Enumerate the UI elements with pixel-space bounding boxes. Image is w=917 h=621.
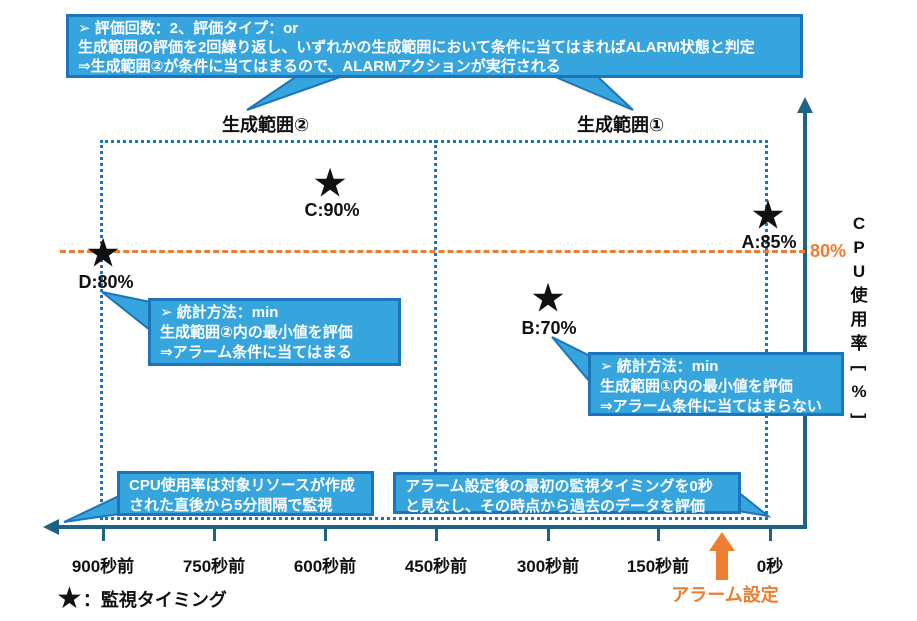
star-point-d: ★ [85, 231, 121, 276]
alarm-set-arrow-icon [709, 532, 735, 551]
point-d-label: D:80% [78, 272, 134, 292]
evaluation-summary-line2: 生成範囲の評価を2回繰り返し、いずれかの生成範囲において条件に当てはまればALA… [78, 39, 755, 56]
x-tick [102, 527, 105, 541]
min-stat-range1-callout: ➢ 統計方法：min 生成範囲①内の最小値を評価 ⇒アラーム条件に当てはまらない [588, 352, 844, 416]
alarm-timing-callout-tail [737, 489, 772, 518]
y-axis-char: C [852, 214, 866, 233]
alarm-timing-line2: と見なし、その時点から過去のデータを評価 [405, 498, 706, 515]
point-c-label: C:90% [304, 200, 360, 220]
x-tick [769, 527, 772, 541]
threshold-line-80pct [60, 250, 805, 253]
star-point-c: ★ [312, 161, 348, 206]
x-tick-label-0: 0秒 [756, 557, 784, 576]
y-axis-char: P [853, 238, 865, 257]
legend-label: ：監視タイミング [82, 590, 227, 610]
y-axis-arrow-icon [797, 97, 813, 113]
star-point-a: ★ [750, 193, 786, 238]
x-tick-label-150: 150秒前 [626, 557, 690, 576]
cpu-monitoring-callout: CPU使用率は対象リソースが作成 された直後から5分間隔で監視 [117, 471, 374, 516]
evaluation-range-divider [434, 140, 437, 520]
cpu-callout-tail [63, 494, 120, 523]
x-tick-label-300: 300秒前 [516, 557, 580, 576]
y-axis-char: 用 [850, 310, 868, 329]
threshold-label: 80% [810, 241, 847, 261]
y-axis-char: 率 [850, 334, 868, 353]
x-axis-arrow-icon [43, 519, 59, 535]
cpu-monitoring-line1: CPU使用率は対象リソースが作成 [129, 477, 355, 494]
min-stat-range1-line1: ➢ 統計方法：min [600, 358, 719, 375]
x-axis-line [57, 525, 807, 529]
y-axis-label-cpu-usage: C P U 使 用 率 [ % ] [845, 212, 873, 428]
legend: ★ ：監視タイミング [56, 584, 227, 614]
x-tick [213, 527, 216, 541]
min-stat-range2-line2: 生成範囲②内の最小値を評価 [160, 324, 353, 341]
min-stat-range2-callout: ➢ 統計方法：min 生成範囲②内の最小値を評価 ⇒アラーム条件に当てはまる [148, 298, 401, 366]
x-tick [324, 527, 327, 541]
evaluation-summary-callout: ➢ 評価回数：2、評価タイプ：or 生成範囲の評価を2回繰り返し、いずれかの生成… [66, 14, 803, 78]
x-tick-label-600: 600秒前 [293, 557, 357, 576]
y-axis-char: % [851, 382, 867, 401]
evaluation-summary-line3: ⇒生成範囲②が条件に当てはまるので、ALARMアクションが実行される [78, 58, 561, 75]
x-tick [547, 527, 550, 541]
top-callout-tail-left [246, 75, 344, 111]
y-axis-char: U [852, 262, 866, 281]
x-tick-label-900: 900秒前 [71, 557, 135, 576]
range2-label: 生成範囲② [222, 115, 310, 135]
x-tick [435, 527, 438, 541]
star-point-b: ★ [530, 276, 566, 321]
evaluation-summary-line1: ➢ 評価回数：2、評価タイプ：or [78, 20, 299, 37]
x-tick-label-750: 750秒前 [182, 557, 246, 576]
range1-label: 生成範囲① [577, 115, 665, 135]
point-b-label: B:70% [521, 318, 577, 338]
x-tick-label-450: 450秒前 [404, 557, 468, 576]
alarm-set-arrow-shaft [716, 549, 728, 580]
x-tick [657, 527, 660, 541]
min-stat-range2-line1: ➢ 統計方法：min [160, 304, 279, 321]
alarm-set-label: アラーム設定 [671, 585, 779, 605]
y-axis-line [803, 112, 807, 529]
min-stat-range1-line2: 生成範囲①内の最小値を評価 [600, 378, 793, 395]
alarm-timing-callout: アラーム設定後の最初の監視タイミングを0秒 と見なし、その時点から過去のデータを… [393, 472, 741, 515]
min-right-callout-tail [551, 336, 591, 385]
top-callout-tail-right [552, 75, 634, 111]
cpu-monitoring-line2: された直後から5分間隔で監視 [129, 497, 333, 514]
min-left-callout-tail [101, 291, 151, 333]
point-a-label: A:85% [741, 232, 797, 252]
legend-star-icon: ★ [56, 582, 83, 615]
min-stat-range1-line3: ⇒アラーム条件に当てはまらない [600, 398, 822, 415]
alarm-timing-line1: アラーム設定後の最初の監視タイミングを0秒 [405, 478, 713, 495]
y-axis-char: 使 [850, 286, 868, 305]
min-stat-range2-line3: ⇒アラーム条件に当てはまる [160, 344, 352, 361]
